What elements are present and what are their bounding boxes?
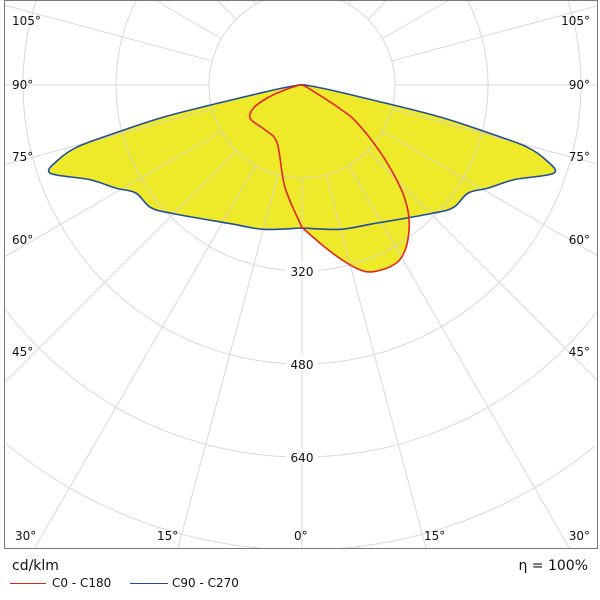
angle-label-left-30: 30° — [15, 529, 36, 543]
angle-label-left-45: 45° — [12, 345, 33, 359]
grid-radial-255 — [4, 4, 213, 62]
grid-radial-150 — [348, 0, 352, 5]
grid-radial-330 — [33, 165, 256, 549]
grid-radial-60 — [382, 131, 598, 257]
angle-label-left-105: 105° — [12, 14, 41, 28]
grid-radial-315 — [4, 150, 237, 383]
angle-label-right-90: 90° — [569, 78, 590, 92]
legend-line-c0-c180 — [10, 583, 46, 584]
grid-radial-15 — [325, 174, 427, 549]
grid-radial-135 — [367, 0, 387, 20]
angle-label-bottom-15-left: 15° — [157, 529, 178, 543]
legend-label-c0-c180: C0 - C180 — [52, 576, 112, 590]
efficiency-label: η = 100% — [518, 558, 588, 574]
grid-radial-240 — [155, 0, 222, 39]
grid-radial-285 — [4, 108, 213, 166]
radial-label-320: 320 — [291, 265, 314, 279]
grid-radial-345 — [177, 174, 279, 549]
angle-label-bottom-0: 0° — [294, 529, 308, 543]
grid-radial-30 — [348, 165, 571, 549]
grid-circle-800 — [5, 443, 595, 549]
grid-circle-640 — [4, 308, 598, 458]
grid-radial-210 — [252, 0, 256, 5]
grid-circle-480 — [22, 0, 582, 365]
angle-label-left-75: 75° — [12, 150, 33, 164]
grid-radial-225 — [217, 0, 237, 20]
legend-line-c90-c270 — [130, 583, 168, 584]
angle-label-right-30: 30° — [569, 529, 590, 543]
curve-line-c0-c180 — [248, 83, 411, 273]
angle-label-left-90: 90° — [12, 78, 33, 92]
unit-label: cd/klm — [12, 558, 59, 574]
grid-radial-300 — [4, 131, 222, 258]
radial-label-480: 480 — [291, 358, 314, 372]
grid-radial-75 — [391, 108, 598, 165]
angle-label-left-60: 60° — [12, 233, 33, 247]
grid-circle-320 — [115, 0, 489, 272]
grid-radial-120 — [382, 0, 449, 39]
grid-radial-105 — [391, 5, 598, 62]
angle-label-right-45: 45° — [569, 345, 590, 359]
chart-frame — [4, 0, 598, 549]
radial-label-640: 640 — [291, 451, 314, 465]
legend-label-c90-c270: C90 - C270 — [172, 576, 239, 590]
angle-label-bottom-15-right: 15° — [424, 529, 445, 543]
angle-label-right-60: 60° — [569, 233, 590, 247]
angle-label-right-105: 105° — [561, 14, 590, 28]
grid-radial-45 — [367, 150, 598, 381]
angle-label-right-75: 75° — [569, 150, 590, 164]
